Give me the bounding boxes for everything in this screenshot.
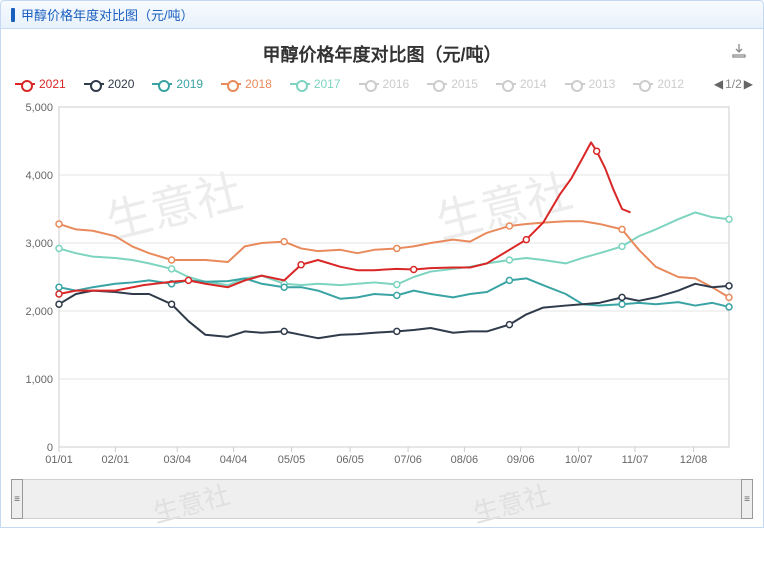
- legend-label: 2018: [245, 77, 272, 91]
- pager-prev-icon[interactable]: ◀: [714, 77, 723, 91]
- legend-marker-icon: [152, 80, 172, 88]
- legend-item-2018[interactable]: 2018: [221, 77, 272, 91]
- svg-text:08/06: 08/06: [451, 454, 479, 466]
- chart-container: 甲醇价格年度对比图（元/吨） 2021202020192018201720162…: [0, 29, 764, 528]
- chart-plot-area: 0 1,000 2,000 3,000 4,000 5,000 01/01 02/01 03/0…: [11, 99, 739, 469]
- legend-item-2012[interactable]: 2012: [633, 77, 684, 91]
- svg-text:0: 0: [47, 442, 53, 454]
- legend-item-2014[interactable]: 2014: [496, 77, 547, 91]
- pager-text: 1/2: [725, 77, 742, 91]
- legend-marker-icon: [427, 80, 447, 88]
- legend-marker-icon: [496, 80, 516, 88]
- legend-item-2021[interactable]: 2021: [15, 77, 66, 91]
- legend-label: 2012: [657, 77, 684, 91]
- svg-text:06/05: 06/05: [336, 454, 364, 466]
- legend-label: 2015: [451, 77, 478, 91]
- legend-marker-icon: [565, 80, 585, 88]
- svg-text:11/07: 11/07: [622, 454, 649, 466]
- legend-marker-icon: [84, 80, 104, 88]
- legend-item-2015[interactable]: 2015: [427, 77, 478, 91]
- navigator-range[interactable]: [12, 480, 752, 518]
- chart-svg: 0 1,000 2,000 3,000 4,000 5,000 01/01 02/01 03/0…: [11, 99, 739, 469]
- legend-label: 2016: [383, 77, 410, 91]
- legend-item-2019[interactable]: 2019: [152, 77, 203, 91]
- svg-text:02/01: 02/01: [102, 454, 130, 466]
- header-accent-bar: [11, 8, 15, 22]
- svg-text:07/06: 07/06: [394, 454, 422, 466]
- navigator-handle-right[interactable]: ≡: [741, 479, 753, 519]
- svg-text:09/06: 09/06: [507, 454, 535, 466]
- legend-pager: ◀1/2▶: [714, 77, 753, 91]
- svg-text:01/01: 01/01: [45, 454, 73, 466]
- svg-text:05/05: 05/05: [278, 454, 306, 466]
- legend-item-2020[interactable]: 2020: [84, 77, 135, 91]
- legend-label: 2017: [314, 77, 341, 91]
- legend-marker-icon: [633, 80, 653, 88]
- svg-text:10/07: 10/07: [565, 454, 593, 466]
- svg-text:3,000: 3,000: [25, 238, 53, 250]
- chart-legend: 2021 2020 2019 2018 2017 2016 2015 2014 2013 2012…: [11, 75, 753, 99]
- svg-text:03/04: 03/04: [163, 454, 191, 466]
- panel-title: 甲醇价格年度对比图（元/吨）: [21, 5, 194, 24]
- svg-text:2,000: 2,000: [25, 306, 53, 318]
- svg-text:生意社: 生意社: [101, 165, 247, 249]
- legend-item-2016[interactable]: 2016: [359, 77, 410, 91]
- navigator-strip[interactable]: ≡ ≡ 生意社生意社: [11, 479, 753, 519]
- legend-marker-icon: [15, 80, 35, 88]
- legend-label: 2019: [176, 77, 203, 91]
- legend-label: 2014: [520, 77, 547, 91]
- legend-label: 2020: [108, 77, 135, 91]
- svg-text:生意社: 生意社: [431, 165, 577, 249]
- download-icon[interactable]: [731, 43, 747, 64]
- legend-item-2017[interactable]: 2017: [290, 77, 341, 91]
- panel-header: 甲醇价格年度对比图（元/吨）: [0, 0, 764, 29]
- legend-marker-icon: [221, 80, 241, 88]
- svg-text:4,000: 4,000: [25, 170, 53, 182]
- svg-text:04/04: 04/04: [220, 454, 248, 466]
- legend-marker-icon: [290, 80, 310, 88]
- svg-text:5,000: 5,000: [25, 102, 53, 114]
- legend-label: 2021: [39, 77, 66, 91]
- legend-marker-icon: [359, 80, 379, 88]
- navigator-handle-left[interactable]: ≡: [11, 479, 23, 519]
- legend-label: 2013: [589, 77, 616, 91]
- pager-next-icon[interactable]: ▶: [744, 77, 753, 91]
- svg-text:12/08: 12/08: [680, 454, 708, 466]
- chart-title: 甲醇价格年度对比图（元/吨）: [11, 41, 753, 67]
- legend-item-2013[interactable]: 2013: [565, 77, 616, 91]
- svg-text:1,000: 1,000: [25, 374, 53, 386]
